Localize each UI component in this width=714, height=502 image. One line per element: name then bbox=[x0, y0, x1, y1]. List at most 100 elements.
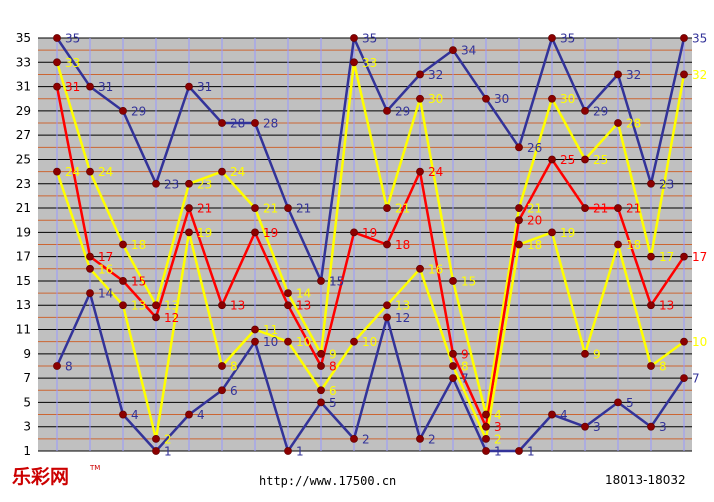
data-point-s5-14 bbox=[482, 447, 490, 455]
data-point-s5-18 bbox=[614, 398, 622, 407]
data-point-s1-8 bbox=[284, 204, 292, 212]
data-point-s3-17 bbox=[581, 204, 589, 212]
data-label-s2-16: 30 bbox=[560, 92, 575, 106]
data-label-s3-20: 17 bbox=[692, 250, 707, 264]
data-point-s1-20 bbox=[680, 34, 688, 42]
data-label-s5-1: 8 bbox=[65, 359, 73, 373]
y-tick-label: 31 bbox=[16, 80, 31, 94]
data-point-s3-5 bbox=[185, 204, 193, 212]
data-point-s2-18 bbox=[614, 119, 622, 127]
data-point-s3-4 bbox=[152, 313, 160, 322]
data-label-s5-14: 1 bbox=[494, 445, 502, 459]
y-tick-label: 29 bbox=[16, 104, 31, 118]
series-line-3 bbox=[55, 86, 686, 428]
data-point-s2-14 bbox=[482, 410, 490, 419]
data-label-s2-3: 18 bbox=[131, 238, 146, 252]
data-point-s3-20 bbox=[680, 252, 688, 261]
data-label-s3-14: 3 bbox=[494, 420, 502, 434]
y-tick-label: 11 bbox=[16, 323, 31, 337]
data-label-s1-18: 32 bbox=[626, 68, 641, 82]
data-label-s1-16: 35 bbox=[560, 32, 575, 46]
vertical-gridlines bbox=[56, 38, 685, 451]
data-point-s1-15 bbox=[515, 143, 523, 152]
data-label-s1-15: 26 bbox=[527, 141, 542, 155]
data-point-s4-18 bbox=[614, 240, 622, 249]
y-tick-label: 27 bbox=[16, 128, 31, 142]
data-label-s5-10: 2 bbox=[362, 432, 370, 446]
data-label-s4-12: 16 bbox=[428, 262, 443, 276]
y-tick-label: 9 bbox=[23, 347, 31, 361]
data-label-s3-2: 17 bbox=[98, 250, 113, 264]
data-point-s4-15 bbox=[515, 240, 523, 249]
y-tick-label: 13 bbox=[16, 298, 31, 312]
data-label-s5-6: 6 bbox=[230, 384, 238, 398]
y-tick-label: 25 bbox=[16, 152, 31, 166]
data-label-s2-18: 28 bbox=[626, 117, 641, 131]
data-label-s3-18: 21 bbox=[626, 202, 641, 216]
data-label-s1-5: 31 bbox=[197, 80, 212, 94]
data-label-s4-15: 18 bbox=[527, 238, 542, 252]
data-label-s5-11: 12 bbox=[395, 311, 410, 325]
series-line-5 bbox=[55, 291, 686, 453]
y-tick-label: 17 bbox=[16, 250, 31, 264]
data-label-s1-7: 28 bbox=[263, 117, 278, 131]
data-point-s1-3 bbox=[119, 106, 127, 115]
data-point-s2-11 bbox=[383, 204, 391, 212]
data-label-s4-4: 2 bbox=[164, 432, 172, 446]
data-label-s1-14: 30 bbox=[494, 92, 509, 106]
data-point-s2-17 bbox=[581, 155, 589, 164]
data-label-s4-2: 16 bbox=[98, 262, 113, 276]
data-point-s5-7 bbox=[251, 337, 259, 346]
data-label-s1-4: 23 bbox=[164, 177, 179, 191]
brand-logo: 乐彩网 bbox=[12, 466, 69, 488]
data-label-s1-17: 29 bbox=[593, 104, 608, 118]
data-label-s5-18: 5 bbox=[626, 396, 634, 410]
data-label-s3-11: 18 bbox=[395, 238, 410, 252]
y-tick-label: 35 bbox=[16, 31, 31, 45]
data-label-s1-11: 29 bbox=[395, 104, 410, 118]
data-point-s2-19 bbox=[647, 252, 655, 261]
data-point-s5-20 bbox=[680, 374, 688, 383]
data-point-s4-20 bbox=[680, 337, 688, 346]
data-label-s4-10: 10 bbox=[362, 335, 377, 349]
data-label-s4-20: 10 bbox=[692, 335, 707, 349]
data-point-s5-16 bbox=[548, 410, 556, 419]
data-point-s4-8 bbox=[284, 337, 292, 346]
data-point-s1-12 bbox=[416, 70, 424, 79]
data-point-s4-17 bbox=[581, 349, 589, 358]
data-point-s5-8 bbox=[284, 447, 292, 455]
data-label-s5-20: 7 bbox=[692, 372, 700, 386]
data-point-s4-9 bbox=[317, 386, 325, 395]
data-label-s3-1: 31 bbox=[65, 80, 80, 94]
data-label-s4-11: 13 bbox=[395, 299, 410, 313]
data-label-s3-17: 21 bbox=[593, 202, 608, 216]
data-point-s1-19 bbox=[647, 179, 655, 188]
data-point-s5-2 bbox=[86, 289, 94, 297]
data-label-s1-13: 34 bbox=[461, 44, 476, 58]
data-label-s2-20: 32 bbox=[692, 68, 707, 82]
data-label-s3-10: 19 bbox=[362, 226, 377, 240]
data-label-s1-6: 28 bbox=[230, 117, 245, 131]
data-point-s3-15 bbox=[515, 216, 523, 225]
data-label-s2-8: 14 bbox=[296, 287, 311, 301]
data-label-s2-13: 15 bbox=[461, 274, 476, 288]
data-point-s3-2 bbox=[86, 252, 94, 261]
data-point-s5-10 bbox=[350, 434, 358, 443]
data-label-s3-16: 25 bbox=[560, 153, 575, 167]
data-label-s3-12: 24 bbox=[428, 165, 443, 179]
data-label-s4-16: 19 bbox=[560, 226, 575, 240]
data-label-s2-6: 24 bbox=[230, 165, 245, 179]
data-point-s2-3 bbox=[119, 240, 127, 249]
data-label-s2-11: 21 bbox=[395, 202, 410, 216]
data-label-s5-13: 7 bbox=[461, 372, 469, 386]
data-label-s3-3: 15 bbox=[131, 274, 146, 288]
data-label-s5-19: 3 bbox=[659, 420, 667, 434]
data-point-s2-5 bbox=[185, 179, 193, 188]
data-label-s5-15: 1 bbox=[527, 445, 535, 459]
data-label-s2-5: 23 bbox=[197, 177, 212, 191]
data-label-s4-9: 6 bbox=[329, 384, 337, 398]
data-point-s3-6 bbox=[218, 301, 226, 310]
brand-trademark: TM bbox=[89, 464, 100, 472]
data-point-s4-11 bbox=[383, 301, 391, 310]
